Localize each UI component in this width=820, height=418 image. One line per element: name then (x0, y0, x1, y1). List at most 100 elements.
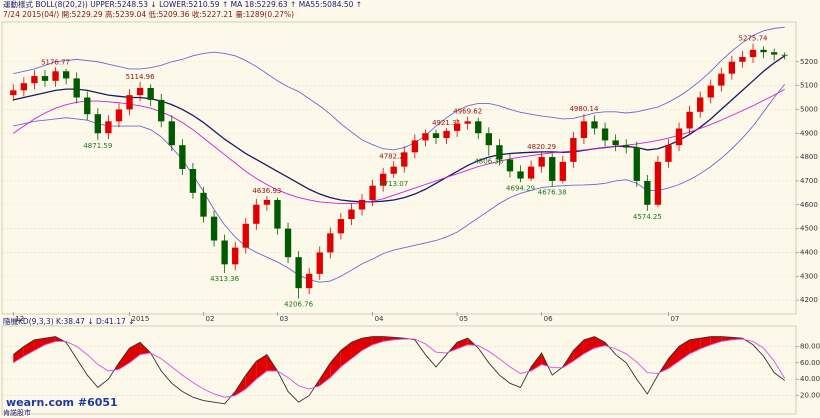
candle-body (253, 204, 260, 224)
candle-body (126, 95, 133, 110)
y-tick-label: 5100 (800, 82, 818, 90)
kd-line (13, 338, 786, 398)
indicator-line (13, 26, 785, 151)
watermark-brand: 肯諾股市 (3, 408, 31, 417)
candle-body (718, 73, 725, 86)
y-tick-label: 4700 (800, 177, 818, 185)
kd-fill (531, 352, 542, 371)
high-label: 4820.29 (527, 143, 556, 151)
candle-body (221, 240, 228, 265)
candle-body (686, 111, 693, 129)
y-tick-label: 4200 (800, 296, 818, 304)
candle-body (443, 130, 450, 139)
low-label: 4806.36 (474, 158, 503, 166)
kd-fill (256, 354, 267, 380)
kd-fill (44, 336, 56, 345)
candle-body (147, 87, 154, 100)
candle-body (570, 138, 577, 162)
candle-body (327, 233, 334, 253)
candle-body (654, 161, 662, 205)
candle-body (263, 199, 271, 205)
x-tick-label: 02 (206, 315, 215, 323)
candle-body (337, 219, 345, 234)
low-label: 4313.36 (210, 275, 239, 283)
candle-body (612, 140, 619, 146)
candle-body (633, 147, 640, 181)
chart-subtitle: 7/24 2015(04/) 開:5229.29 高:5239.04 低:520… (3, 9, 294, 19)
candle-body (464, 121, 471, 124)
kd-fill (34, 338, 45, 351)
x-tick-label: 07 (670, 315, 679, 323)
y-tick-label: 40.00 (800, 375, 820, 383)
candle-body (517, 171, 524, 179)
y-tick-label: 5200 (800, 58, 818, 66)
candle-body (105, 121, 112, 134)
kd-fill (383, 336, 394, 342)
high-label: 4969.62 (453, 108, 482, 116)
candle-body (665, 145, 672, 162)
indicator-line (13, 88, 785, 205)
candle-body (179, 145, 186, 169)
candle-body (136, 87, 144, 96)
candle-body (41, 76, 49, 81)
candle-body (697, 97, 704, 112)
y-tick-label: 5000 (800, 105, 818, 113)
candle-body (760, 49, 767, 53)
x-tick-label: 03 (279, 315, 288, 323)
candle-body (94, 114, 101, 134)
kd-fill (245, 361, 257, 390)
y-tick-label: 80.00 (800, 342, 820, 350)
high-label: 5114.96 (126, 73, 155, 81)
kd-line (13, 336, 785, 405)
kd-fill (319, 362, 331, 386)
candle-body (623, 145, 630, 148)
candle-body (52, 71, 59, 81)
candle-body (200, 192, 207, 217)
kd-fill (573, 339, 584, 362)
high-label: 4921.31 (432, 119, 461, 127)
y-tick-label: 4400 (800, 248, 818, 256)
low-label: 4694.29 (506, 184, 535, 192)
candle-body (316, 252, 323, 274)
kd-fill (351, 338, 363, 359)
candle-body (62, 71, 70, 79)
high-label: 4636.93 (252, 187, 281, 195)
kd-fill (372, 336, 384, 345)
candle-body (358, 199, 366, 210)
candle-body (73, 78, 80, 98)
candle-body (496, 145, 503, 160)
high-label: 4980.14 (569, 105, 598, 113)
candle-body (707, 85, 714, 98)
kd-fill (340, 342, 352, 367)
kd-fill (710, 336, 722, 345)
kd-title: 隨機KD(9,3,3) K:38.47 ↓ D:41.17 ↓ (3, 316, 134, 326)
candle-body (348, 209, 355, 220)
candle-body (10, 90, 17, 96)
candle-body (242, 223, 249, 248)
candle-body (538, 157, 545, 167)
kd-fill (13, 346, 24, 363)
candle-body (601, 128, 609, 141)
kd-panel-frame (1, 325, 797, 415)
candle-body (527, 166, 535, 179)
x-tick-label: 06 (544, 315, 553, 323)
candle-body (475, 121, 482, 134)
candle-body (369, 185, 376, 200)
y-tick-label: 4500 (800, 225, 818, 233)
candle-body (749, 49, 757, 57)
candle-body (453, 123, 461, 131)
candle-body (295, 257, 302, 289)
kd-fill (594, 336, 606, 349)
price-panel-frame (1, 21, 797, 315)
candle-body (644, 180, 651, 205)
high-label: 4782.22 (379, 152, 408, 160)
candle-body (189, 169, 197, 193)
x-tick-label: 12 (15, 315, 24, 323)
high-label: 5275.74 (739, 35, 768, 43)
candle-body (306, 273, 313, 289)
y-tick-label: 60.00 (800, 359, 820, 367)
low-label: 4206.76 (284, 300, 313, 308)
candle-body (84, 97, 91, 115)
indicator-line (13, 55, 786, 203)
